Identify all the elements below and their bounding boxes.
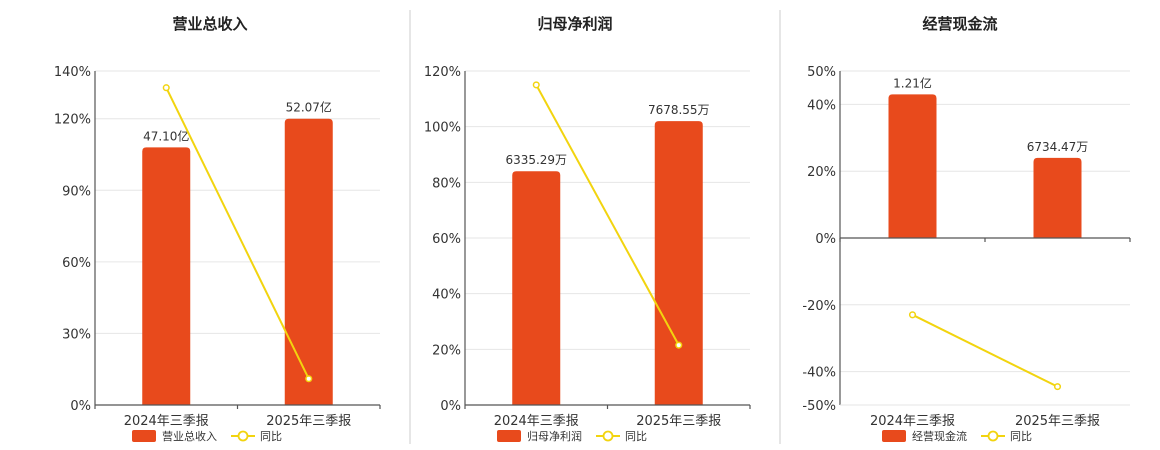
legend-bar-swatch (882, 430, 906, 442)
bar (142, 147, 191, 406)
y-tick-label: 0% (440, 399, 461, 414)
bar-data-label: 1.21亿 (893, 75, 932, 90)
legend-bar-label: 经营现金流 (912, 429, 967, 443)
y-tick-label: 50% (807, 65, 836, 80)
y-tick-label: 0% (815, 232, 836, 247)
legend-line-marker (602, 430, 614, 442)
legend-line-marker (987, 430, 999, 442)
x-category-label: 2025年三季报 (1015, 414, 1100, 429)
yoy-point (532, 81, 540, 89)
bar-data-label: 47.10亿 (143, 128, 189, 143)
legend-bar-swatch (132, 430, 156, 442)
y-tick-label: 120% (424, 65, 461, 80)
y-tick-label: 20% (807, 165, 836, 180)
bar-data-label: 6335.29万 (505, 153, 567, 167)
y-tick-label: 30% (62, 327, 91, 342)
yoy-line (165, 87, 310, 380)
yoy-point (908, 311, 917, 319)
bar (512, 171, 561, 405)
bar (284, 118, 333, 405)
bar (654, 121, 703, 405)
yoy-point (1053, 383, 1062, 391)
y-tick-label: -50% (802, 399, 836, 414)
chart-title: 经营现金流 (922, 15, 997, 33)
legend-line-label: 同比 (1010, 430, 1032, 443)
yoy-point (305, 375, 313, 383)
x-category-label: 2025年三季报 (266, 414, 351, 429)
chart-panel-1: 营业总收入 0% 30% 60% 90% 120% 140% 47.10亿 52.07亿 2024… (54, 15, 381, 443)
yoy-point (675, 341, 683, 349)
y-tick-label: 40% (807, 98, 836, 113)
chart-title: 归母净利润 (537, 15, 612, 33)
y-tick-label: 60% (62, 256, 91, 271)
x-category-label: 2024年三季报 (124, 414, 209, 429)
legend-line-label: 同比 (625, 430, 647, 443)
chart-panel-3: 经营现金流 -50% -40% -20% 0% 20% 40% 50% 1.21亿 6734.47… (802, 15, 1131, 443)
legend-line-label: 同比 (260, 430, 282, 443)
bar (1033, 157, 1082, 238)
y-tick-label: 60% (432, 232, 461, 247)
y-tick-label: 120% (54, 113, 91, 128)
chart-title: 营业总收入 (172, 15, 247, 33)
bar (888, 94, 937, 238)
y-tick-label: 90% (62, 184, 91, 199)
x-category-label: 2025年三季报 (636, 414, 721, 429)
y-tick-label: 140% (54, 65, 91, 80)
legend-bar-label: 营业总收入 (162, 429, 217, 443)
bar-data-label: 7678.55万 (648, 103, 710, 117)
x-category-label: 2024年三季报 (870, 414, 955, 429)
legend-line-marker (237, 430, 249, 442)
chart-panel-2: 归母净利润 0% 20% 40% 60% 80% 100% 120% 6335.29万 7678.… (424, 15, 751, 443)
yoy-line (912, 313, 1058, 388)
legend-bar-swatch (497, 430, 521, 442)
y-tick-label: -20% (802, 299, 836, 314)
bar-data-label: 6734.47万 (1027, 140, 1089, 154)
x-category-label: 2024年三季报 (494, 414, 579, 429)
y-tick-label: 0% (70, 399, 91, 414)
y-tick-label: 40% (432, 288, 461, 303)
yoy-point (162, 84, 170, 92)
bar-data-label: 52.07亿 (286, 100, 332, 115)
y-tick-label: -40% (802, 366, 836, 381)
legend-bar-label: 归母净利润 (527, 429, 582, 443)
y-tick-label: 20% (432, 343, 461, 358)
y-tick-label: 100% (424, 121, 461, 136)
yoy-line (535, 84, 680, 346)
y-tick-label: 80% (432, 176, 461, 191)
